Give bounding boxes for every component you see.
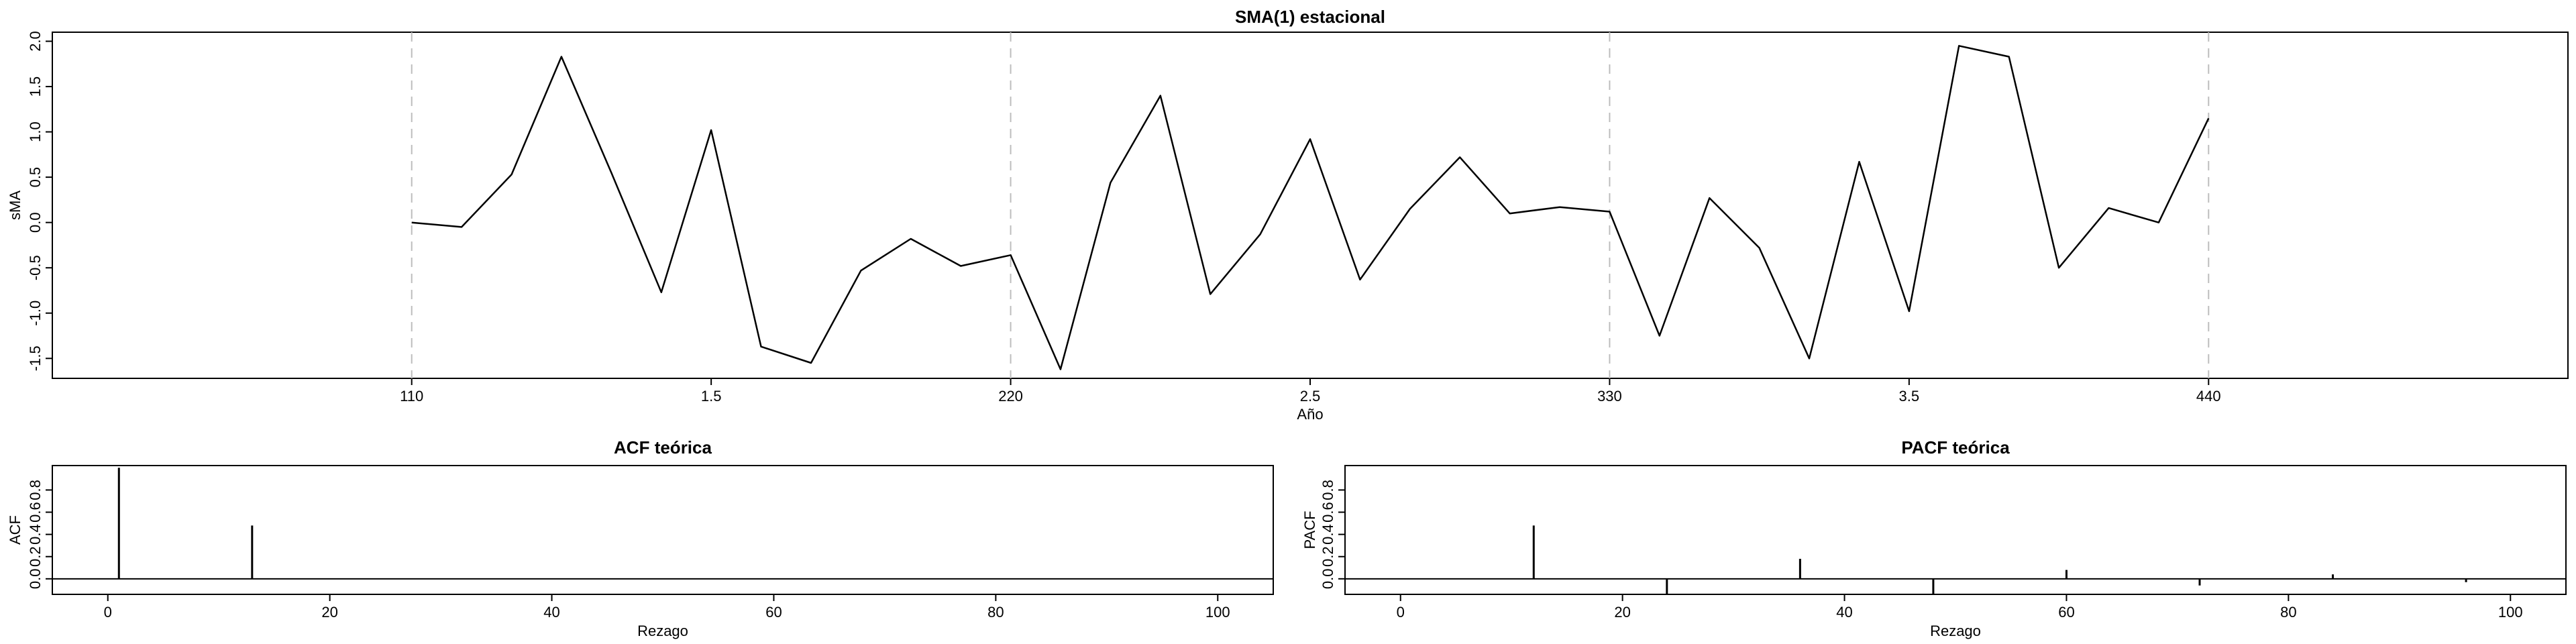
y-tick-label: 1.5: [27, 76, 44, 97]
y-tick-label: 0.2: [27, 546, 44, 567]
y-tick-label: 0.4: [1320, 524, 1336, 545]
y-axis-label: PACF: [1301, 511, 1318, 549]
x-axis: 0 20 40 60 80 100: [104, 594, 1230, 621]
season-divider-lines: [411, 32, 2210, 378]
x-tick-label: 80: [2280, 604, 2296, 621]
x-tick-label: 80: [987, 604, 1004, 621]
y-tick-label: 0.8: [27, 480, 44, 500]
x-tick-label: 330: [1597, 388, 1622, 405]
y-tick-label: 1.0: [27, 121, 44, 142]
chart-title: PACF teórica: [1901, 437, 2010, 458]
sma-time-series-panel: SMA(1) estacional 110 1.5 220 2.5 330 3.5 440 …: [7, 7, 2569, 423]
x-axis: 110 1.5 220 2.5 330 3.5 440: [400, 378, 2221, 405]
y-axis: 0.0 0.20.40.6 0.8: [1320, 480, 1345, 589]
y-tick-label: -1.0: [27, 301, 44, 326]
y-tick-label: -0.5: [27, 255, 44, 280]
chart-title: SMA(1) estacional: [1235, 7, 1385, 27]
x-tick-label: 110: [400, 388, 423, 405]
series-line-path: [411, 45, 2210, 370]
x-tick-label: 60: [2058, 604, 2074, 621]
y-tick-label: 0.6: [27, 502, 44, 523]
x-tick-label: 3.5: [1899, 388, 1920, 405]
series-line: [411, 45, 2210, 370]
x-axis: 0 20 40 60 80 100: [1397, 594, 2523, 621]
x-tick-label: 0: [1397, 604, 1405, 621]
y-tick-label: 0.2: [1320, 546, 1336, 567]
x-tick-label: 60: [765, 604, 782, 621]
y-axis: -1.5 -1.0 -0.5 0.0 0.5 1.0 1.5 2.0: [27, 31, 52, 371]
x-tick-label: 20: [321, 604, 337, 621]
x-axis-label: Año: [1297, 406, 1323, 423]
x-tick-label: 20: [1614, 604, 1630, 621]
y-tick-label: 0.0: [27, 212, 44, 233]
x-tick-label: 440: [2196, 388, 2221, 405]
x-tick-label: 220: [998, 388, 1023, 405]
y-tick-label: 2.0: [27, 31, 44, 52]
y-tick-label: 0.8: [1320, 480, 1336, 500]
y-axis: 0.0 0.20.40.6 0.8: [27, 480, 52, 589]
x-tick-label: 2.5: [1300, 388, 1321, 405]
pacf-bars: [1345, 525, 2566, 594]
acf-bars: [52, 468, 1273, 580]
y-tick-label: 0.5: [27, 167, 44, 188]
y-tick-label: 0.4: [27, 524, 44, 545]
x-tick-label: 100: [1205, 604, 1230, 621]
y-tick-label: 0.6: [1320, 502, 1336, 523]
x-axis-label: Rezago: [637, 623, 688, 639]
y-tick-label: -1.5: [27, 345, 44, 371]
plot-frame: [52, 465, 1274, 595]
x-tick-label: 1.5: [701, 388, 722, 405]
x-tick-label: 0: [104, 604, 112, 621]
y-tick-label: 0.0: [27, 569, 44, 590]
x-tick-label: 100: [2498, 604, 2523, 621]
x-axis-label: Rezago: [1930, 623, 1981, 639]
pacf-panel: PACF teórica 0 20 40 60 80 100 0.00.20.40.60.…: [1301, 437, 2567, 639]
acf-panel: ACF teórica 0 20 40 60 80 100 0.0 0.20.40.6 0.8…: [7, 437, 1274, 639]
plot-frame: [1344, 465, 2567, 595]
x-tick-label: 40: [543, 604, 559, 621]
plot-frame: [52, 32, 2569, 379]
x-tick-label: 40: [1836, 604, 1852, 621]
y-axis-label: ACF: [7, 515, 23, 545]
y-tick-label: 0.0: [1320, 569, 1336, 590]
chart-title: ACF teórica: [614, 437, 712, 458]
y-axis-label: sMA: [7, 191, 23, 220]
